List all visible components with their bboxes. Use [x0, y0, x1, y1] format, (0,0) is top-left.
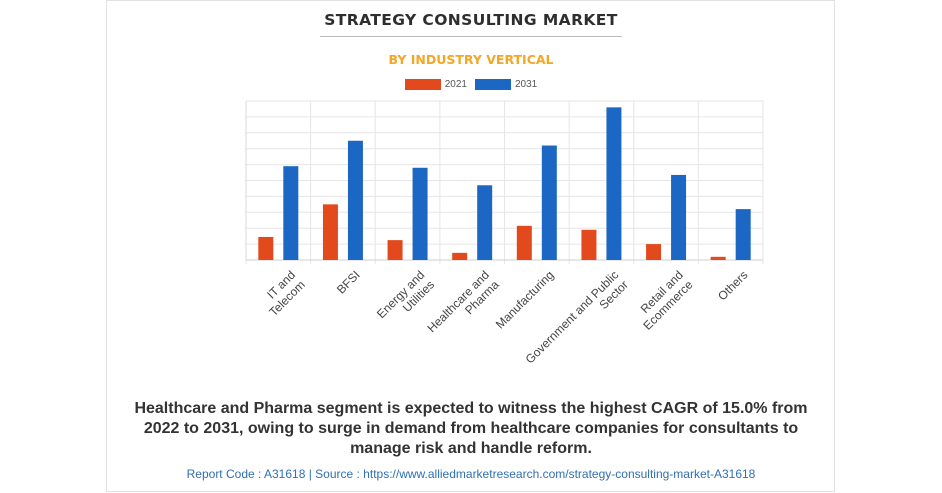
- x-tick-label: IT andTelecom: [257, 268, 308, 319]
- bar-2031-government-and-public-sector: [606, 107, 622, 260]
- x-tick-label: BFSI: [334, 268, 363, 297]
- legend-item-2031[interactable]: 2031: [475, 79, 537, 90]
- bar-2021-healthcare-and-pharma: [452, 252, 468, 260]
- x-tick-label-line: Manufacturing: [493, 268, 557, 332]
- legend-swatch-2031: [475, 79, 511, 90]
- legend-item-2021[interactable]: 2021: [404, 79, 467, 90]
- source-line[interactable]: Report Code : A31618 | Source : https://…: [186, 467, 756, 481]
- bar-2031-retail-and-ecommerce: [671, 174, 687, 260]
- bar-2031-manufacturing: [541, 145, 557, 260]
- bar-2021-government-and-public-sector: [581, 229, 597, 260]
- bar-2031-others: [735, 209, 751, 260]
- legend-swatch-2021: [404, 79, 441, 90]
- chart-frame: [106, 0, 835, 492]
- bar-2021-manufacturing: [516, 225, 532, 260]
- x-tick-label: Retail andEcommerce: [631, 268, 696, 333]
- bar-2021-it-and-telecom: [258, 236, 274, 260]
- chart-title: STRATEGY CONSULTING MARKET: [324, 11, 618, 29]
- bar-chart: IT andTelecom BFSI Energy andUtilitiesHeal…: [245, 100, 764, 366]
- bar-2031-energy-and-utilities: [412, 167, 428, 260]
- x-tick-label: Others: [715, 268, 750, 303]
- bar-2021-retail-and-ecommerce: [646, 244, 662, 260]
- bar-2021-others: [710, 256, 726, 260]
- bar-2031-healthcare-and-pharma: [477, 185, 493, 260]
- bar-2031-bfsi: [347, 140, 363, 260]
- title-divider: [320, 36, 622, 37]
- x-tick-label-line: BFSI: [334, 268, 363, 297]
- chart-subtitle: BY INDUSTRY VERTICAL: [388, 52, 554, 67]
- x-tick-label: Healthcare andPharma: [424, 268, 501, 345]
- key-finding-text: Healthcare and Pharma segment is expecte…: [134, 400, 808, 457]
- x-tick-label: Manufacturing: [493, 268, 557, 332]
- bar-2021-energy-and-utilities: [387, 240, 403, 260]
- legend-label-2021: 2021: [444, 79, 467, 90]
- bar-2021-bfsi: [322, 204, 338, 260]
- legend-label-2031: 2031: [515, 79, 538, 90]
- x-tick-label-line: Others: [715, 268, 750, 303]
- bar-2031-it-and-telecom: [283, 166, 299, 260]
- legend: 2021 2031: [0, 79, 942, 90]
